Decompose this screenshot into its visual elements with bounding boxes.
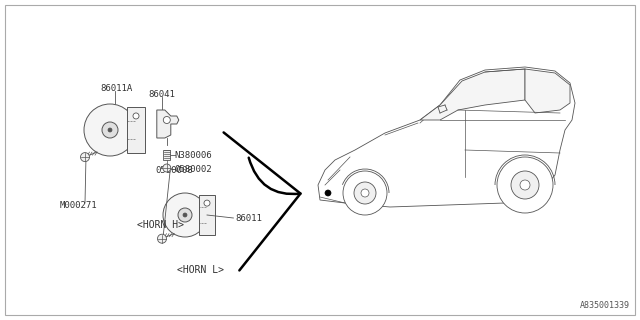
Polygon shape — [420, 69, 525, 120]
Bar — [127, 107, 145, 153]
Text: 86011: 86011 — [236, 213, 262, 222]
Text: A835001339: A835001339 — [580, 301, 630, 310]
Circle shape — [183, 213, 187, 217]
Circle shape — [325, 190, 331, 196]
Text: <HORN L>: <HORN L> — [177, 265, 223, 275]
Circle shape — [361, 189, 369, 197]
Circle shape — [204, 200, 210, 206]
Circle shape — [497, 157, 553, 213]
Circle shape — [84, 104, 136, 156]
Bar — [163, 150, 170, 160]
Text: 86041: 86041 — [149, 90, 175, 99]
Text: N380006: N380006 — [175, 150, 212, 159]
Bar — [199, 195, 214, 235]
Circle shape — [511, 171, 539, 199]
Circle shape — [163, 164, 171, 172]
Circle shape — [354, 182, 376, 204]
Circle shape — [178, 208, 192, 222]
Polygon shape — [525, 69, 570, 113]
Circle shape — [157, 234, 166, 243]
Circle shape — [102, 122, 118, 138]
Circle shape — [343, 171, 387, 215]
Circle shape — [163, 193, 207, 237]
Text: M000271: M000271 — [60, 201, 98, 210]
Circle shape — [520, 180, 530, 190]
Circle shape — [81, 153, 90, 162]
Circle shape — [163, 116, 170, 124]
Text: 86011A: 86011A — [100, 84, 132, 92]
Circle shape — [108, 128, 112, 132]
Text: 0580002: 0580002 — [175, 164, 212, 173]
Text: 0580008: 0580008 — [155, 165, 193, 174]
Polygon shape — [157, 110, 179, 138]
Polygon shape — [318, 67, 575, 207]
Text: <HORN H>: <HORN H> — [136, 220, 184, 230]
Circle shape — [133, 113, 139, 119]
